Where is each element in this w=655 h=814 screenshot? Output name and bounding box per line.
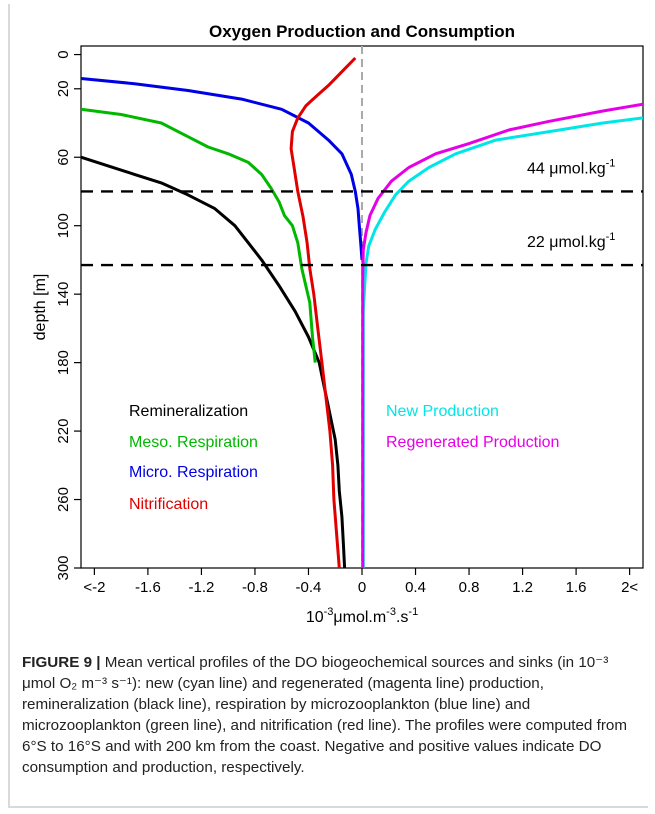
y-tick-label: 220 [55,419,72,444]
legend-nitrification: Nitrification [129,496,208,513]
y-axis-label: depth [m] [32,274,49,341]
figure-frame [8,4,648,808]
series-line-nitrification [289,56,357,569]
y-tick-label: 60 [55,149,72,166]
series-line-regenerated-production [361,102,644,568]
label-layer: 44 μmol.kg-1 22 μmol.kg-1 Remineralization… [129,157,615,513]
oxygen-chart: Oxygen Production and Consumption <-2 -1.… [32,22,644,626]
series-line-meso-respiration [80,107,317,363]
caption-label: FIGURE 9 | [22,654,101,671]
chart-title: Oxygen Production and Consumption [209,22,515,41]
x-axis-label: 10-3μmol.m-3.s-1 [306,606,418,626]
caption-text: Mean vertical profiles of the DO biogeoc… [22,654,627,776]
x-tick-label: 0.8 [459,579,480,596]
y-tick-label: 20 [55,80,72,97]
legend-regenerated-production: Regenerated Production [386,434,559,451]
axis-layer: <-2 -1.6 -1.2 -0.8 -0.4 0 0.4 0.8 1.2 1.6 2< 0 20 60 1… [55,50,638,626]
legend-meso-respiration: Meso. Respiration [129,434,258,451]
series-layer [80,46,644,569]
x-tick-label: 2< [621,579,638,596]
x-tick-label: 1.6 [566,579,587,596]
x-tick-label: -0.8 [242,579,268,596]
threshold-label: 22 μmol.kg-1 [527,231,615,251]
figure-caption: FIGURE 9 | Mean vertical profiles of the… [22,652,642,778]
legend-remineralization: Remineralization [129,403,248,420]
y-tick-label: 260 [55,487,72,512]
series-line-new-production [361,116,644,568]
x-tick-label: 1.2 [512,579,533,596]
x-tick-label: 0 [358,579,366,596]
x-tick-label: <-2 [83,579,105,596]
y-tick-label: 300 [55,555,72,580]
series-line-remineralization [80,155,347,569]
x-tick-label: -1.2 [188,579,214,596]
threshold-label: 44 μmol.kg-1 [527,157,615,177]
y-tick-label: 140 [55,282,72,307]
x-tick-label: -0.4 [296,579,322,596]
x-tick-label: -1.6 [135,579,161,596]
legend-micro-respiration: Micro. Respiration [129,464,258,481]
series-line-micro-respiration [80,77,364,261]
y-tick-label: 100 [55,213,72,238]
legend-new-production: New Production [386,403,499,420]
y-tick-label: 0 [55,50,72,58]
y-tick-label: 180 [55,350,72,375]
x-tick-label: 0.4 [405,579,426,596]
